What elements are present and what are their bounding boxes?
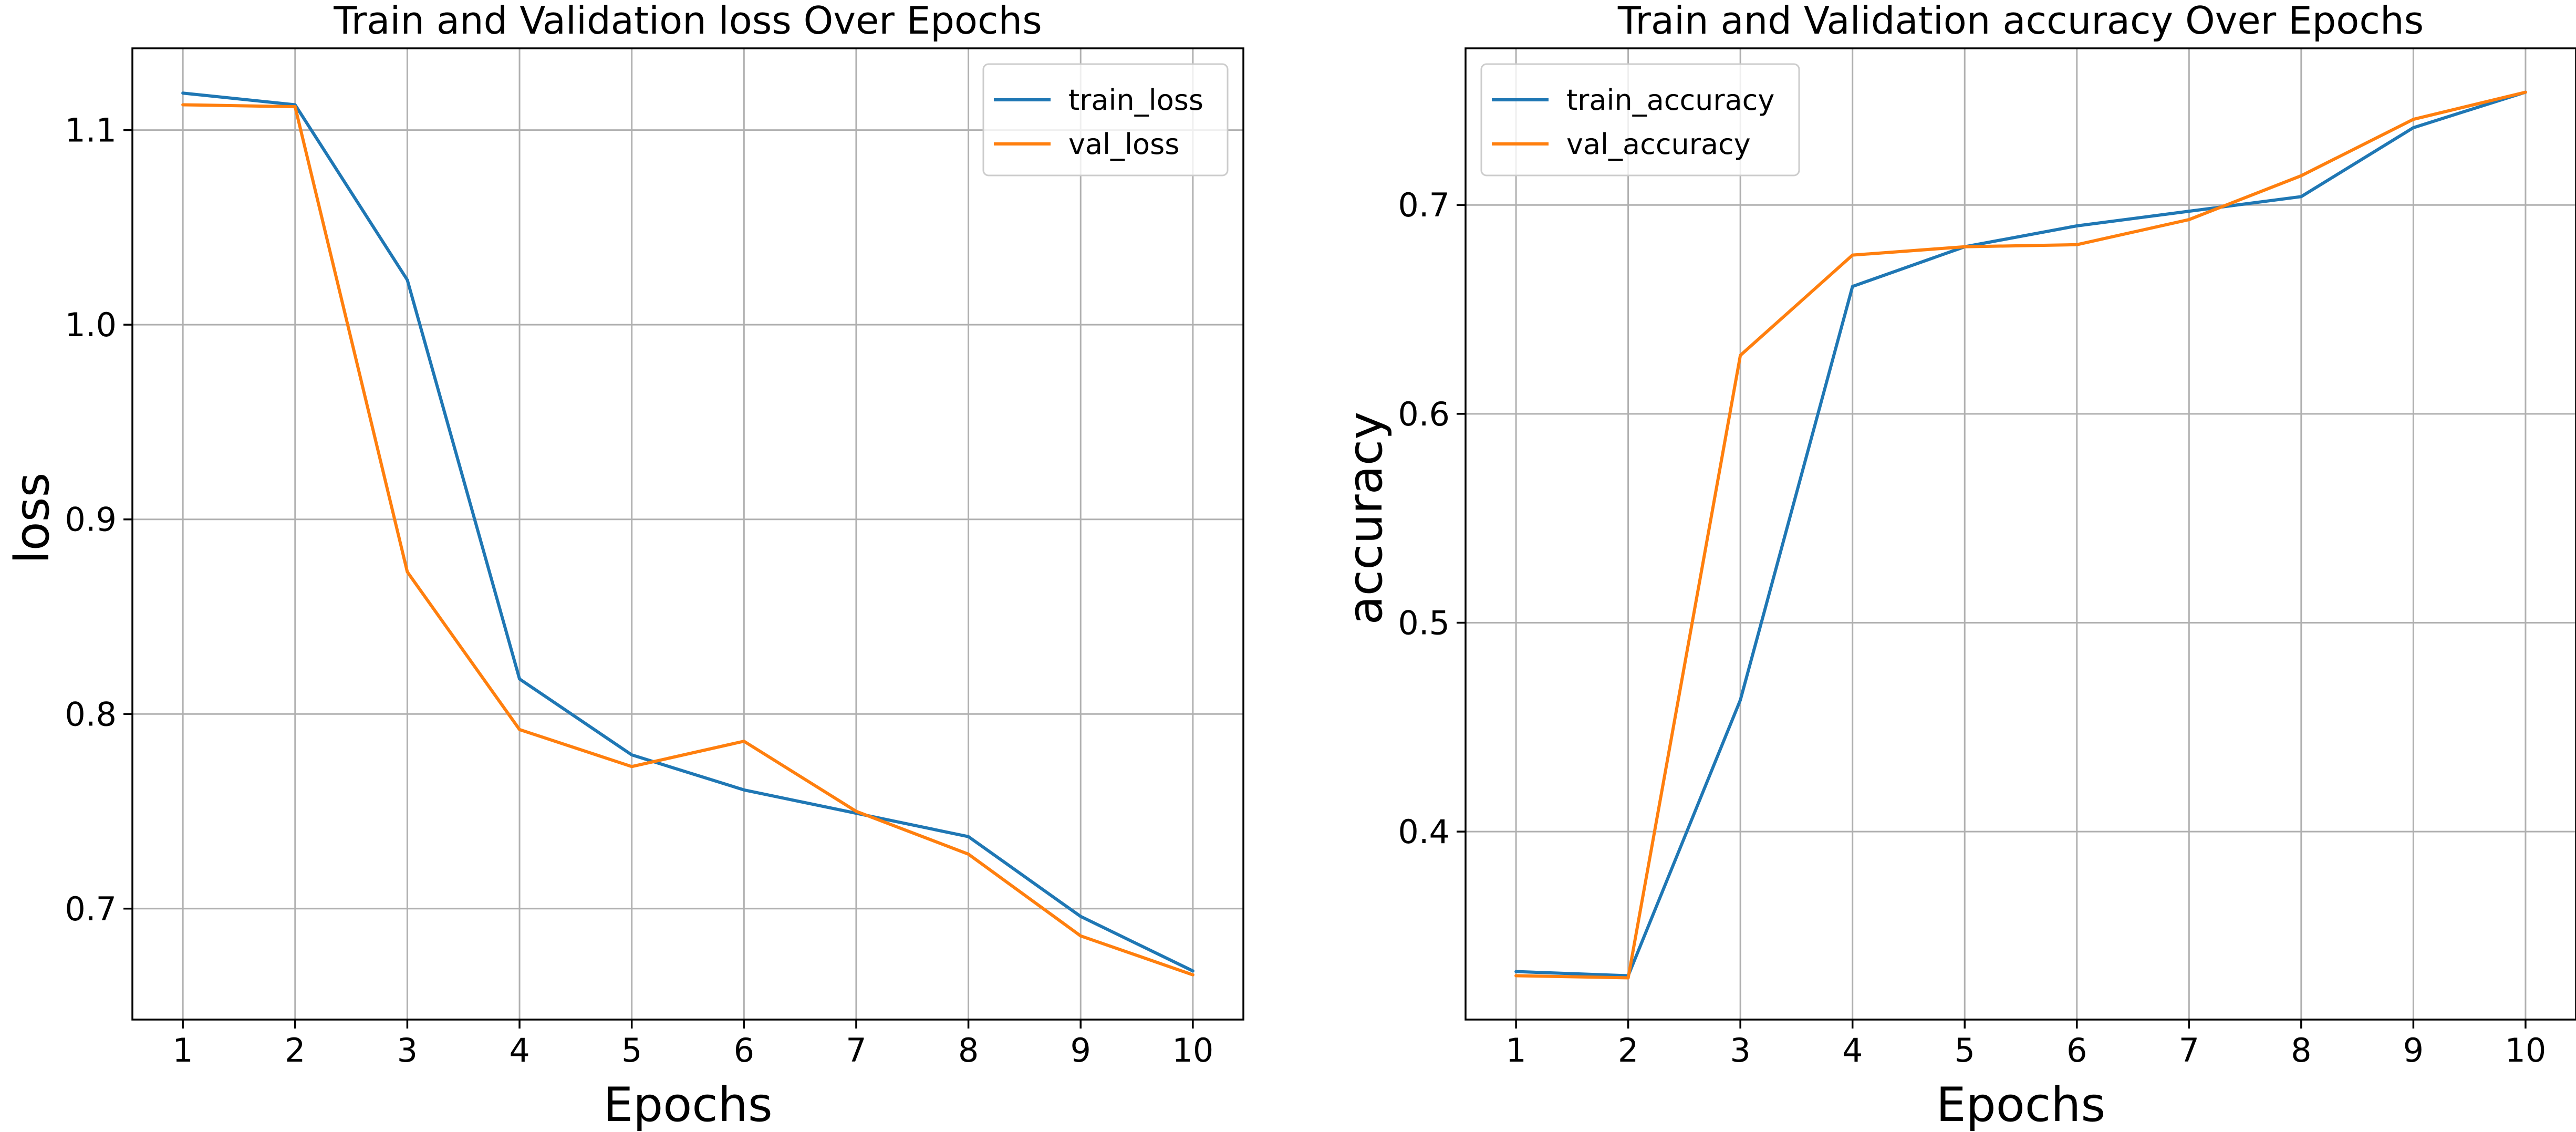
- loss-legend: train_loss val_loss: [983, 64, 1228, 175]
- loss-y-tick-label: 0.9: [65, 501, 117, 539]
- loss-x-tick-label: 1: [172, 1031, 193, 1069]
- loss-x-tick-label: 9: [1071, 1031, 1091, 1069]
- accuracy-legend: train_accuracy val_accuracy: [1481, 64, 1799, 175]
- accuracy-x-tick-label: 6: [2066, 1031, 2087, 1069]
- loss-chart: 1 2 3 4 5 6 7 8 9 10 0.7 0.8 0.9 1.0 1.1 Train and Val…: [5, 0, 1243, 1132]
- loss-x-tick-label: 10: [1172, 1031, 1213, 1069]
- accuracy-chart: 1 2 3 4 5 6 7 8 9 10 0.4 0.5 0.6 0.7 Train and Valida…: [1338, 0, 2576, 1132]
- loss-x-tick-label: 3: [397, 1031, 418, 1069]
- loss-x-tick-label: 5: [621, 1031, 642, 1069]
- loss-x-axis-label: Epochs: [603, 1077, 772, 1132]
- series-line-train_loss: [183, 93, 1193, 971]
- loss-x-tick-label: 4: [509, 1031, 529, 1069]
- accuracy-x-tick-label: 3: [1730, 1031, 1750, 1069]
- accuracy-x-tick-label: 7: [2179, 1031, 2199, 1069]
- series-line-val_accuracy: [1516, 92, 2526, 978]
- accuracy-x-tick-label: 9: [2403, 1031, 2424, 1069]
- loss-y-tick-label: 0.8: [65, 695, 117, 733]
- accuracy-y-tick-label: 0.5: [1398, 604, 1450, 642]
- loss-x-tick-label: 6: [734, 1031, 754, 1069]
- loss-y-tick-label: 0.7: [65, 890, 117, 928]
- loss-y-tick-label: 1.1: [65, 111, 117, 150]
- accuracy-x-tick-label: 5: [1955, 1031, 1975, 1069]
- loss-y-tick-label: 1.0: [65, 306, 117, 344]
- series-line-train_accuracy: [1516, 92, 2526, 976]
- accuracy-x-tick-label: 2: [1618, 1031, 1638, 1069]
- accuracy-y-tick-label: 0.6: [1398, 395, 1450, 433]
- loss-y-axis-label: loss: [5, 473, 60, 564]
- accuracy-y-axis-label: accuracy: [1338, 411, 1393, 625]
- legend-label-val_loss: val_loss: [1068, 128, 1179, 161]
- accuracy-x-tick-label: 1: [1505, 1031, 1526, 1069]
- accuracy-x-tick-label: 4: [1842, 1031, 1863, 1069]
- legend-label-train_accuracy: train_accuracy: [1566, 84, 1774, 117]
- loss-x-tick-label: 2: [285, 1031, 305, 1069]
- accuracy-plot-frame: [1466, 48, 2576, 1020]
- legend-label-val_accuracy: val_accuracy: [1566, 128, 1751, 161]
- accuracy-y-tick-label: 0.4: [1398, 813, 1450, 851]
- legend-label-train_loss: train_loss: [1068, 84, 1203, 117]
- loss-x-tick-label: 8: [958, 1031, 979, 1069]
- loss-x-tick-label: 7: [846, 1031, 866, 1069]
- accuracy-x-tick-label: 10: [2505, 1031, 2546, 1069]
- accuracy-chart-title: Train and Validation accuracy Over Epoch…: [1617, 0, 2424, 43]
- accuracy-y-tick-label: 0.7: [1398, 186, 1450, 224]
- loss-chart-title: Train and Validation loss Over Epochs: [333, 0, 1042, 43]
- accuracy-x-axis-label: Epochs: [1936, 1077, 2105, 1132]
- loss-plot-frame: [132, 48, 1243, 1020]
- series-line-val_loss: [183, 105, 1193, 974]
- accuracy-x-tick-label: 8: [2291, 1031, 2311, 1069]
